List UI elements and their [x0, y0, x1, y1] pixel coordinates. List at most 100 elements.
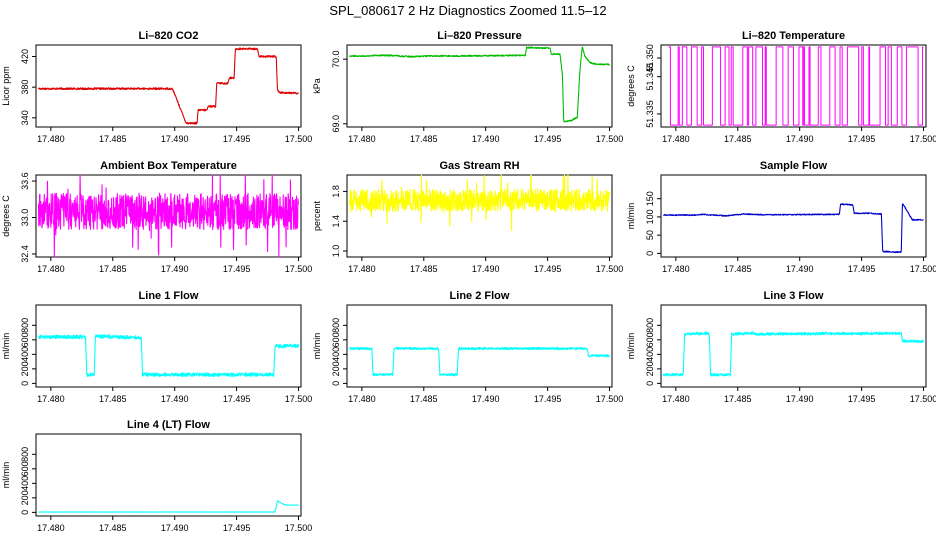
plot-frame: [35, 304, 302, 388]
y-tick-label: 50: [645, 230, 655, 240]
y-axis-label: ml/min: [626, 333, 636, 360]
y-tick-label: 200: [645, 361, 655, 376]
y-tick-label: 51.335: [645, 100, 655, 128]
chart-panel-3: Li–820 Temperature degrees C 51.335 51.3455…: [626, 30, 936, 144]
x-tick-label: 17.485: [99, 264, 127, 274]
x-tick-label: 17.490: [161, 264, 189, 274]
x-tick-label: 17.485: [410, 134, 438, 144]
y-tick-label: 800: [645, 318, 655, 333]
series-line: [668, 46, 924, 126]
plot-frame: [35, 433, 302, 517]
x-tick-label: 17.500: [596, 134, 624, 144]
plot-frame: [346, 304, 613, 388]
x-tick-label: 17.495: [848, 394, 876, 404]
x-tick-label: 17.500: [285, 394, 313, 404]
y-tick-label: 51.350: [645, 44, 655, 72]
chart-title: Li–820 CO2: [139, 30, 199, 42]
y-axis-label: ml/min: [626, 203, 636, 230]
x-tick-label: 17.485: [724, 264, 752, 274]
x-tick-label: 17.490: [786, 394, 814, 404]
x-tick-label: 17.480: [348, 264, 376, 274]
y-tick-label: 0: [20, 510, 30, 515]
y-tick-label: 0: [645, 251, 655, 256]
chart-panel-2: Li–820 Pressure kPa 69.0 70.0 17.480 17.485 17…: [312, 30, 623, 144]
series-line: [37, 47, 300, 125]
x-tick-label: 17.480: [348, 394, 376, 404]
plot-frame: [35, 174, 302, 258]
y-tick-label: 600: [645, 332, 655, 347]
x-tick-label: 17.490: [472, 394, 500, 404]
y-tick-label: 70.0: [331, 50, 341, 68]
x-tick-label: 17.480: [662, 264, 690, 274]
chart-title: Sample Flow: [760, 160, 828, 172]
x-tick-label: 17.490: [161, 394, 189, 404]
x-tick-label: 17.485: [410, 394, 438, 404]
x-tick-label: 17.495: [848, 264, 876, 274]
chart-title: Ambient Box Temperature: [100, 160, 237, 172]
series-line: [37, 174, 300, 258]
series-line: [663, 203, 924, 254]
x-tick-label: 17.485: [724, 394, 752, 404]
chart-title: Line 4 (LT) Flow: [127, 419, 210, 431]
y-axis-label: ml/min: [1, 462, 11, 489]
y-tick-label: 400: [20, 476, 30, 491]
y-tick-label: 800: [20, 318, 30, 333]
chart-panel-1: Li–820 CO2 Licor ppm 340 380 420 17.480 17.485…: [1, 30, 312, 144]
y-tick-label: 0: [645, 381, 655, 386]
chart-title: Line 1 Flow: [139, 290, 199, 302]
chart-panel-4: Ambient Box Temperature degrees C 32.4 33.0…: [1, 160, 312, 274]
x-tick-label: 17.480: [37, 134, 65, 144]
y-tick-label: 100: [645, 209, 655, 224]
y-tick-label: 600: [20, 332, 30, 347]
series-line: [38, 334, 300, 378]
x-tick-label: 17.500: [910, 134, 936, 144]
y-tick-label: 800: [20, 447, 30, 462]
chart-title: Li–820 Temperature: [742, 30, 845, 42]
x-tick-label: 17.495: [223, 394, 251, 404]
x-tick-label: 17.500: [285, 264, 313, 274]
x-tick-label: 17.495: [223, 134, 251, 144]
y-axis-label: ml/min: [1, 333, 11, 360]
y-tick-label: 400: [645, 347, 655, 362]
y-tick-label: 1.4: [331, 215, 341, 228]
chart-title: Line 2 Flow: [450, 290, 510, 302]
y-tick-label: 0: [331, 381, 341, 386]
plot-frame: [346, 44, 613, 128]
x-tick-label: 17.480: [37, 264, 65, 274]
y-tick-label: 200: [20, 361, 30, 376]
x-tick-label: 17.495: [848, 134, 876, 144]
series-line: [662, 331, 925, 377]
y-tick-label: 200: [331, 361, 341, 376]
x-tick-label: 17.480: [37, 523, 65, 533]
series-line: [38, 500, 299, 513]
x-tick-label: 17.485: [410, 264, 438, 274]
plot-frame: [660, 44, 927, 128]
x-tick-label: 17.490: [161, 134, 189, 144]
plot-frame: [35, 44, 302, 128]
x-tick-label: 17.500: [285, 134, 313, 144]
x-tick-label: 17.500: [910, 394, 936, 404]
y-axis-label: Licor ppm: [1, 66, 11, 106]
x-tick-label: 17.500: [910, 264, 936, 274]
y-tick-label: 150: [645, 191, 655, 206]
x-tick-label: 17.500: [596, 394, 624, 404]
y-axis-label: ml/min: [312, 333, 322, 360]
y-tick-label: 400: [331, 347, 341, 362]
y-tick-label: 600: [331, 332, 341, 347]
x-tick-label: 17.500: [596, 264, 624, 274]
x-tick-label: 17.485: [724, 134, 752, 144]
y-tick-label: 400: [20, 347, 30, 362]
chart-panel-6: Sample Flow ml/min 0 50 100 150 17.480 17.485 17…: [626, 160, 936, 274]
x-tick-label: 17.500: [285, 523, 313, 533]
y-tick-label: 800: [331, 318, 341, 333]
x-tick-label: 17.495: [534, 134, 562, 144]
x-tick-label: 17.495: [223, 523, 251, 533]
y-axis-label: degrees C: [626, 65, 636, 107]
chart-title: Line 3 Flow: [764, 290, 824, 302]
chart-title: Li–820 Pressure: [437, 30, 521, 42]
